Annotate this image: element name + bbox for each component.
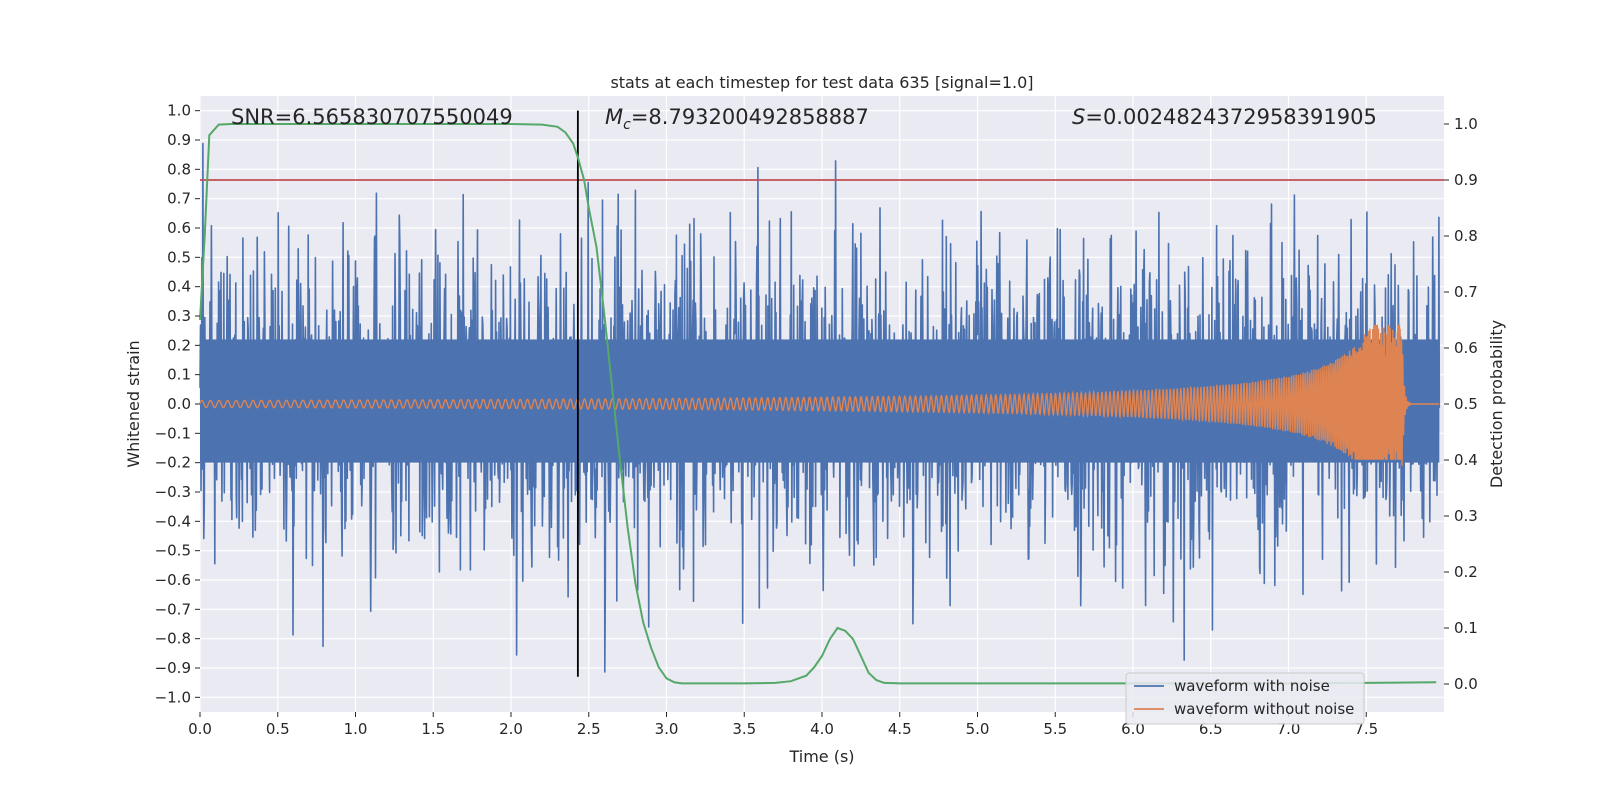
y-tick-label: 0.7	[167, 190, 191, 208]
y-tick-label: −0.4	[155, 512, 191, 530]
y-tick-label: −0.8	[155, 630, 191, 648]
y-tick-label: 0.9	[167, 131, 191, 149]
y-tick-label: −0.2	[155, 454, 191, 472]
chirp-mass-symbol: M	[605, 105, 623, 129]
x-tick-label: 4.0	[810, 720, 834, 738]
x-axis-label: Time (s)	[788, 747, 854, 766]
legend-label-noise: waveform with noise	[1174, 677, 1330, 695]
x-tick-label: 1.5	[421, 720, 445, 738]
y-tick-label: 0.0	[167, 395, 191, 413]
detection-probability-line	[199, 123, 1437, 685]
x-tick-label: 5.5	[1043, 720, 1067, 738]
waveform-without-noise-series	[199, 324, 1440, 466]
x-tick-label: 2.5	[577, 720, 601, 738]
right-tick-label: 0.2	[1454, 563, 1478, 581]
right-tick-label: 0.8	[1454, 227, 1478, 245]
y-tick-label: −0.7	[155, 600, 191, 618]
x-tick-label: 1.0	[344, 720, 368, 738]
y-tick-label: 0.6	[167, 219, 191, 237]
y-tick-label: −0.9	[155, 659, 191, 677]
y-tick-label: −0.5	[155, 542, 191, 560]
clean-waveform-line	[199, 324, 1440, 466]
y-tick-label: −0.6	[155, 571, 191, 589]
right-tick-label: 0.1	[1454, 619, 1478, 637]
y-tick-label: 0.8	[167, 160, 191, 178]
right-tick-label: 0.7	[1454, 283, 1478, 301]
chirp-mass-annotation: Mc=8.793200492858887	[605, 105, 869, 133]
x-tick-label: 2.0	[499, 720, 523, 738]
x-tick-label: 0.5	[266, 720, 290, 738]
chirp-mass-value: =8.793200492858887	[631, 105, 869, 129]
y-tick-label: 0.3	[167, 307, 191, 325]
detection-overlay	[199, 110, 1444, 685]
x-tick-label: 5.0	[966, 720, 990, 738]
y-tick-label: 0.2	[167, 336, 191, 354]
legend-label-clean: waveform without noise	[1174, 700, 1354, 718]
chirp-mass-subscript: c	[623, 117, 631, 133]
right-tick-label: 0.6	[1454, 339, 1478, 357]
s-symbol: S	[1072, 105, 1085, 129]
y-tick-label: 0.1	[167, 366, 191, 384]
right-axis-label: Detection probability	[1487, 320, 1506, 488]
x-tick-label: 3.0	[655, 720, 679, 738]
y-tick-label: −0.1	[155, 424, 191, 442]
y-tick-label: 0.5	[167, 248, 191, 266]
x-tick-label: 0.0	[188, 720, 212, 738]
right-tick-label: 0.0	[1454, 675, 1478, 693]
x-tick-label: 4.5	[888, 720, 912, 738]
x-tick-label: 3.5	[732, 720, 756, 738]
right-tick-label: 1.0	[1454, 115, 1478, 133]
legend-box	[1125, 672, 1365, 725]
right-tick-label: 0.9	[1454, 171, 1478, 189]
y-axis-label: Whitened strain	[124, 340, 143, 467]
chart-title: stats at each timestep for test data 635…	[610, 73, 1033, 92]
y-tick-label: 0.4	[167, 278, 191, 296]
right-tick-label: 0.3	[1454, 507, 1478, 525]
right-tick-label: 0.5	[1454, 395, 1478, 413]
s-annotation: S=0.0024824372958391905	[1072, 105, 1377, 129]
right-tick-label: 0.4	[1454, 451, 1478, 469]
legend: waveform with noise waveform without noi…	[1125, 672, 1365, 725]
y-tick-label: −0.3	[155, 483, 191, 501]
y-tick-label: −1.0	[155, 688, 191, 706]
y-tick-label: 1.0	[167, 102, 191, 120]
right-axis-ticks: 1.0 0.9 0.8 0.7 0.6 0.5 0.4 0.3 0.2 0.1 0.0	[1444, 115, 1478, 693]
snr-annotation: SNR=6.565830707550049	[231, 105, 513, 129]
y-axis-ticks: 1.0 0.9 0.8 0.7 0.6 0.5 0.4 0.3 0.2 0.1 0.0 −0.1 −0.…	[155, 102, 200, 706]
s-value: =0.0024824372958391905	[1085, 105, 1377, 129]
